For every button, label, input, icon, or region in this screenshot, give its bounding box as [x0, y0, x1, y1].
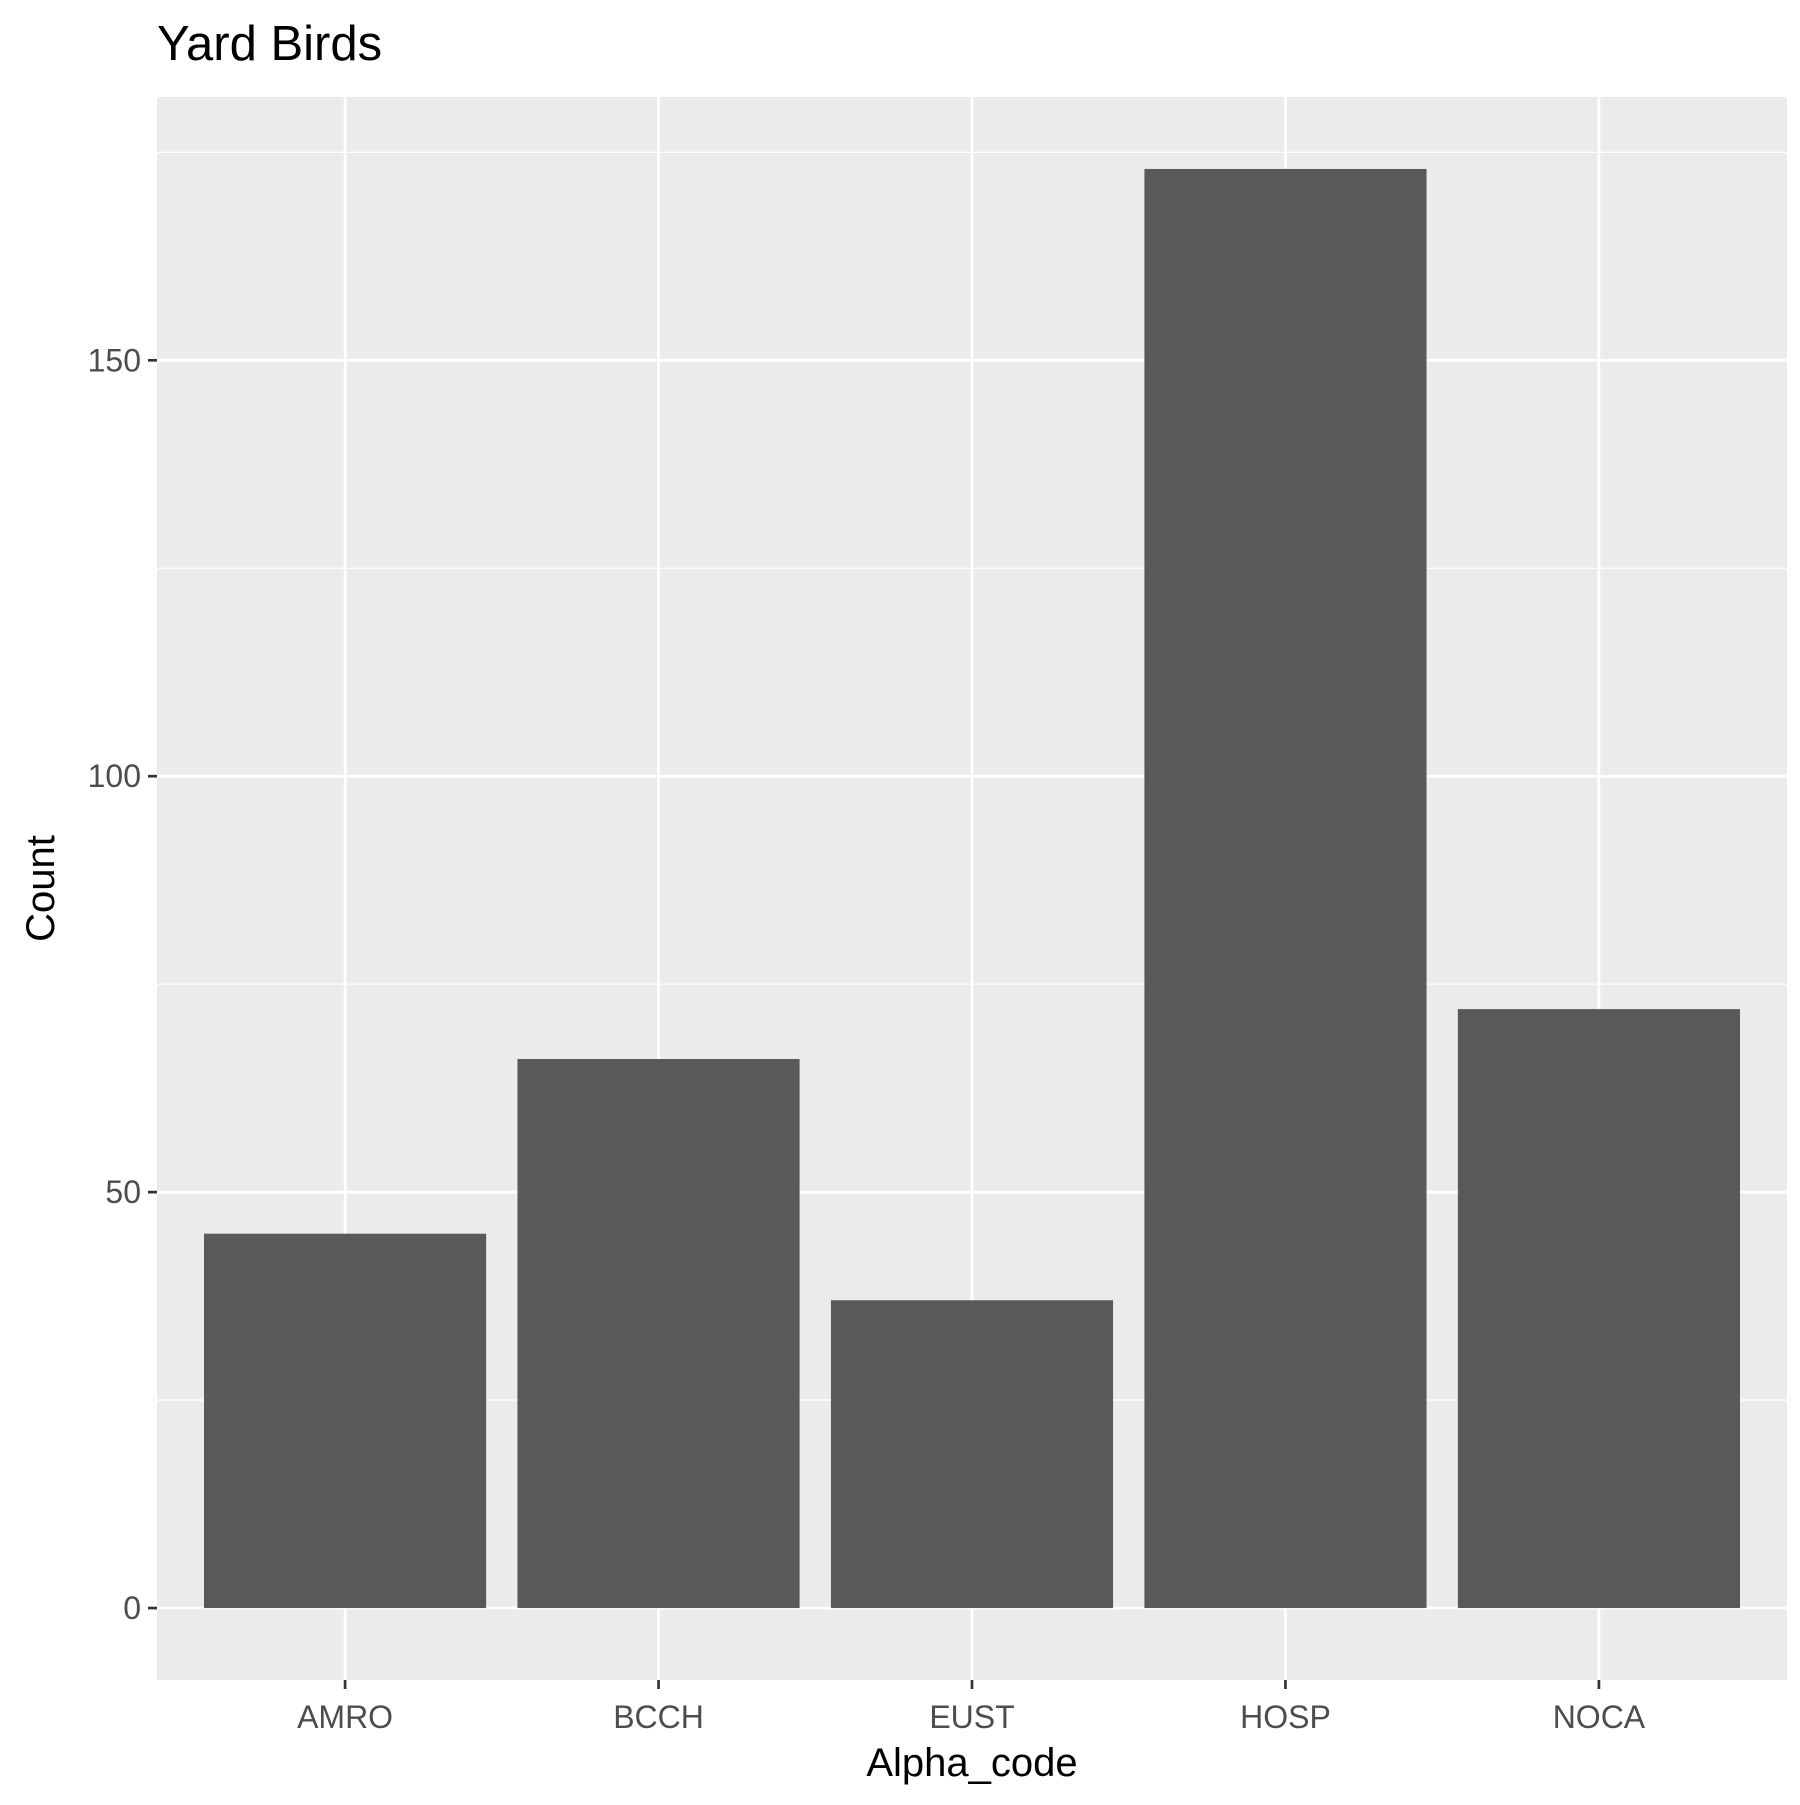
- x-tick-label: HOSP: [1240, 1699, 1331, 1735]
- bar-hosp: [1144, 168, 1427, 1609]
- x-tick-label: NOCA: [1553, 1699, 1646, 1735]
- chart-title: Yard Birds: [157, 17, 382, 71]
- bar-bcch: [517, 1059, 800, 1609]
- x-axis-label: Alpha_code: [866, 1741, 1077, 1785]
- bars-group: [204, 168, 1740, 1609]
- x-axis: AMRO BCCH EUST HOSP NOCA: [297, 1680, 1646, 1735]
- y-tick-label: 150: [88, 342, 141, 378]
- bar-eust: [830, 1300, 1114, 1609]
- x-tick-label: AMRO: [297, 1699, 393, 1735]
- y-tick-label: 100: [88, 758, 141, 794]
- x-tick-label: BCCH: [613, 1699, 704, 1735]
- bar-amro: [204, 1233, 487, 1609]
- x-tick-label: EUST: [929, 1699, 1014, 1735]
- bar-noca: [1457, 1009, 1740, 1609]
- y-tick-label: 50: [105, 1174, 141, 1210]
- y-axis-label: Count: [19, 835, 63, 942]
- y-axis: 0 50 100 150: [88, 342, 157, 1626]
- y-tick-label: 0: [123, 1590, 141, 1626]
